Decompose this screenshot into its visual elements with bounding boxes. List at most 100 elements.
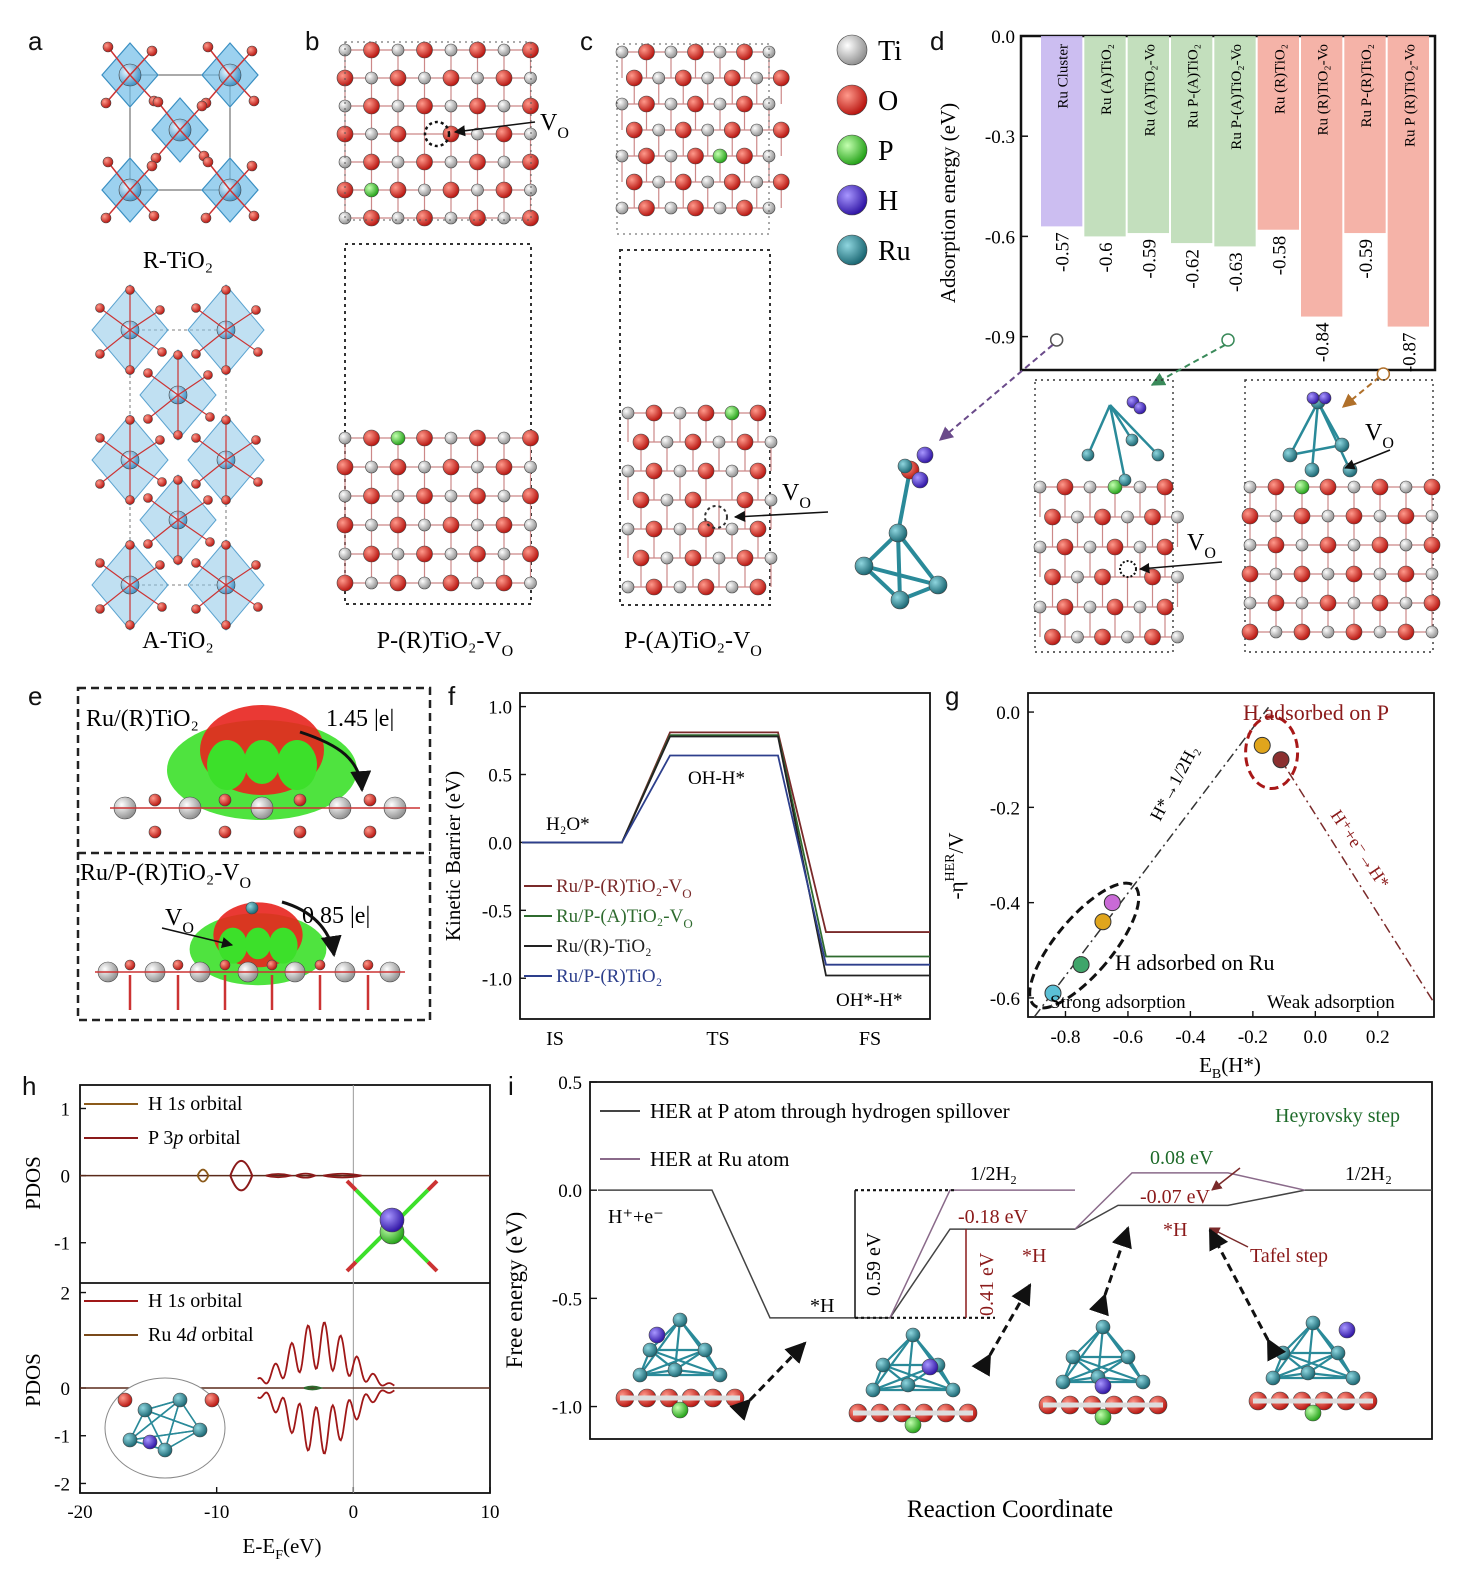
o-atom [1144,568,1161,586]
g-ru-cluster-ellipse [1028,881,1141,1010]
d-pointer-origin [1221,333,1235,347]
o-atom [389,516,407,534]
ti-atom [391,43,405,57]
panel-letter-e: e [28,681,42,711]
bond [177,394,211,418]
o-atom [1345,507,1363,525]
ti-atom [1295,596,1309,610]
o-atom [1094,508,1111,526]
bond [225,564,257,586]
p-atom [1294,479,1310,495]
o-atom [442,125,460,143]
h-inset-structures [104,1179,439,1479]
legend-p-icon [836,134,868,166]
o-atom [125,365,135,375]
bond [225,329,259,353]
f-y-tick-label: 0.5 [488,766,512,787]
h-legend-italic: s [177,1290,185,1312]
ti-atom [1133,480,1147,494]
o-atom [632,549,650,567]
panel-letter-i: i [508,1071,514,1101]
o-atom [146,45,158,57]
h-atom [1094,1377,1112,1395]
ti-atom [497,547,511,561]
o-atom [143,368,153,378]
legend-p-label: P [878,136,894,167]
ti-atom [615,201,629,215]
i-label-h2: *H [1022,1245,1046,1267]
ru-ru-bond [164,1399,181,1451]
o-atom [251,560,261,570]
o-atom [221,620,231,630]
d-pointer-line [1341,376,1380,408]
o-atom [148,210,160,222]
bond [195,437,227,461]
ru-atom [1342,462,1358,478]
f-legend-name: Ru/P-(A)TiO₂-V [556,906,684,927]
o-atom [645,462,663,480]
e-top-structure [110,705,420,839]
ti-atom [621,522,635,536]
ti-atom [673,580,687,594]
o-atom [336,181,354,199]
c-top-slab [615,43,790,235]
ti-atom [391,489,405,503]
f-series-lines [522,731,930,977]
ti-atom [1083,540,1097,554]
o-atom [1144,628,1161,646]
ti-atom [1373,509,1387,523]
ti-atom [444,155,458,169]
ti-atom [1243,480,1257,494]
o-atom [362,959,374,971]
d-bar-category-label: Ru Cluster [1056,44,1072,109]
charge-density-green [277,740,317,790]
panel-letter-b: b [305,26,319,56]
h-atom [142,1434,158,1450]
o-atom [389,458,407,476]
ti-atom [615,149,629,163]
d-bar-category-label: Ru (R)TiO₂ [1272,44,1288,114]
ru-atom [1265,1370,1281,1386]
ru-ru-bond [1316,401,1352,471]
o-atom [389,125,407,143]
d-bar [1041,36,1083,227]
o-atom [1056,538,1074,556]
o-atom [363,825,377,839]
d-bar-value-label: -0.6 [1096,242,1117,272]
ti-atom [497,99,511,113]
o-atom [205,537,215,547]
ti-atom [615,45,629,59]
o-atom [625,173,643,191]
d-vo-label-2: VO [1365,420,1394,452]
h-x-tick-label: -20 [67,1502,92,1523]
o-atom [1371,594,1389,612]
ru-ru-bond [639,1319,681,1376]
o-atom [148,793,162,807]
ru-atom [122,1432,138,1448]
i-energy-paths [598,1172,1432,1319]
d-bar [1127,36,1169,234]
o-atom [191,558,201,568]
ti-atom [652,71,666,85]
ti-atom [444,431,458,445]
o-atom [95,349,105,359]
o-atom [1156,598,1174,616]
o-atom [336,574,354,592]
e-top-label: Ru/(R)TiO₂ [86,706,199,732]
i-x-axis-label: Reaction Coordinate [907,1496,1113,1523]
g-axes: 0.0 -0.2 -0.4 -0.6 -0.8 -0.6 -0.4 -0.2 0.0 0.2 [990,703,1390,1048]
o-atom [442,516,460,534]
o-atom [495,125,513,143]
cell-edge [616,43,770,235]
d-bar-category-label: Ru P-(A)TiO₂ [1186,44,1202,128]
f-legend-label: Ru/P-(A)TiO₂-VO [556,906,693,931]
o-atom [221,540,231,550]
o-bond [345,1260,358,1273]
d-bar-category-label: Ru (A)TiO₂-Vo [1142,44,1158,136]
legend-ti-icon [836,34,868,66]
ru-atom [890,590,910,610]
o-atom [143,493,153,503]
o-atom [625,121,643,139]
o-atom [1241,565,1259,583]
p-atom [1304,1404,1322,1422]
